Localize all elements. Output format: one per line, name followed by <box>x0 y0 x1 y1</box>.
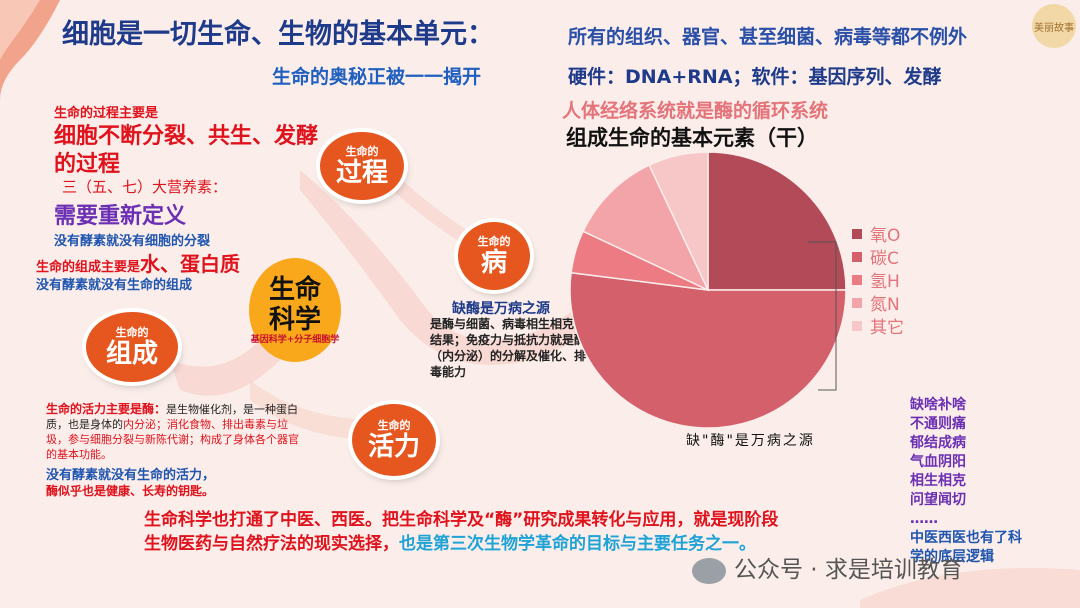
core-big-1: 生命 <box>268 274 321 305</box>
circle-composition: 生命的 组成 <box>86 312 178 382</box>
no-enzyme-cell: 没有酵素就没有细胞的分裂 <box>54 234 211 249</box>
pie-title-2: 组成生命的基本元素（干） <box>566 126 818 150</box>
side-list-item: …… <box>910 511 938 527</box>
side-list-item: 缺啥补啥 <box>910 397 966 413</box>
circle-disease-big: 病 <box>480 247 507 278</box>
legend-swatch <box>852 251 862 262</box>
vitality-prefix: 生命的活力主要是酶： <box>46 402 167 416</box>
hardware-software-line: 硬件：DNA+RNA；软件：基因序列、发酵 <box>568 66 942 88</box>
composition-line: 生命的组成主要是水、蛋白质 <box>36 248 240 277</box>
disease-heading: 缺酶是万病之源 <box>452 301 550 317</box>
bottom-statement: 生命科学也打通了中医、西医。把生命科学及“酶”研究成果转化与应用，就是现阶段生物… <box>144 508 784 556</box>
pie-title-1: 人体经络系统就是酶的循环系统 <box>562 100 829 122</box>
legend-swatch <box>852 297 862 308</box>
legend-label: 氢H <box>870 272 900 292</box>
legend-label: 其它 <box>870 318 904 338</box>
legend-label: 氮N <box>870 295 900 315</box>
watermark: 公众号 · 求是培训教育 <box>692 550 963 584</box>
legend-swatch <box>852 274 862 285</box>
elements-pie-chart <box>569 151 847 429</box>
vitality-no-enzyme: 没有酵素就没有生命的活力， <box>46 468 216 483</box>
circle-vitality-small: 生命的 <box>377 418 411 432</box>
process-main-1: 细胞不断分裂、共生、发酵 <box>54 124 319 149</box>
vitality-desc: 生命的活力主要是酶：是生物催化剂，是一种蛋白质，也是身体的内分泌；消化食物、排出… <box>46 402 308 462</box>
process-main-2: 的过程 <box>54 152 121 177</box>
side-list-footer: 中医西医也有了科学的底层逻辑 <box>910 530 1022 565</box>
circle-composition-small: 生命的 <box>115 325 149 339</box>
pie-slice-0 <box>707 151 847 291</box>
circle-process-big: 过程 <box>335 157 388 188</box>
nutrients-label: 三（五、七）大营养素： <box>62 178 228 196</box>
composition-prefix: 生命的组成主要是 <box>36 260 141 275</box>
side-list-item: 不通则痛 <box>910 416 966 432</box>
side-list-item: 问望闻切 <box>910 492 966 508</box>
side-list-item: 郁结成病 <box>910 435 966 451</box>
legend-item: 氮N <box>852 291 904 315</box>
circle-composition-big: 组成 <box>105 338 158 369</box>
vitality-desc-c: ；消化食物、排出毒素与垃圾，参与细胞分裂与新陈代谢；构成了身体各个器官的基本功能… <box>46 418 299 461</box>
core-big-2: 科学 <box>268 304 321 335</box>
legend-swatch <box>852 320 862 331</box>
legend-item: 氢H <box>852 268 904 292</box>
bottom-red-text: 生命科学也打通了中医、西医。把生命科学及“酶”研究成果转化与应用，就是现阶段生物… <box>144 510 779 554</box>
composition-main: 水、蛋白质 <box>140 252 241 276</box>
legend-label: 碳C <box>870 249 899 269</box>
core-small: 基因科学+分子细胞学 <box>250 334 340 345</box>
circle-disease-small: 生命的 <box>477 234 511 248</box>
process-intro: 生命的过程主要是 <box>54 106 159 121</box>
pie-slice-4 <box>648 151 709 291</box>
vitality-desc-a: 是生物催化剂，是一种蛋白质，也是身体的 <box>46 403 299 431</box>
watermark-text: 公众号 · 求是培训教育 <box>734 557 963 583</box>
stamp-logo: 美丽故事 <box>1032 4 1076 48</box>
legend-bracket <box>808 241 837 391</box>
legend-swatch <box>852 228 862 239</box>
circle-process: 生命的 过程 <box>320 132 404 200</box>
vitality-desc-b: 内分泌 <box>123 418 156 431</box>
page-subtitle: 所有的组织、器官、甚至细菌、病毒等都不例外 <box>568 26 968 48</box>
pie-slice-3 <box>582 164 710 292</box>
redefine-text: 需要重新定义 <box>54 204 187 229</box>
vitality-key: 酶似乎也是健康、长寿的钥匙。 <box>46 484 215 498</box>
legend-item: 碳C <box>852 245 904 269</box>
no-enzyme-composition: 没有酵素就没有生命的组成 <box>36 278 193 293</box>
disease-body: 是酶与细菌、病毒相生相克的结果；免疫力与抵抗力就是酶（内分泌）的分解及催化、排毒… <box>430 317 587 379</box>
tcm-side-list: 缺啥补啥不通则痛郁结成病气血阴阳相生相克问望闻切 …… 中医西医也有了科学的底层逻辑 <box>910 396 1030 567</box>
bottom-blue-text: 也是第三次生物学革命的目标与主要任务之一。 <box>399 534 756 554</box>
wechat-icon <box>692 557 726 584</box>
circle-vitality: 生命的 活力 <box>352 404 436 476</box>
mystery-line: 生命的奥秘正被一一揭开 <box>272 66 482 88</box>
side-list-item: 相生相克 <box>910 473 966 489</box>
circle-disease: 生命的 病 <box>458 222 530 290</box>
circle-vitality-big: 活力 <box>367 431 420 462</box>
legend-label: 氧O <box>870 226 901 246</box>
side-list-item: 气血阴阳 <box>910 454 966 470</box>
circle-process-small: 生命的 <box>345 144 379 158</box>
pie-legend: 氧O 碳C 氢H 氮N 其它 <box>852 222 904 338</box>
legend-item: 氧O <box>852 222 904 246</box>
core-life-science: 生命 科学 基因科学+分子细胞学 <box>249 258 341 362</box>
page-title: 细胞是一切生命、生物的基本单元： <box>62 19 494 50</box>
pie-slice-1 <box>569 271 847 429</box>
legend-item: 其它 <box>852 314 904 338</box>
pie-caption: 缺"酶"是万病之源 <box>686 433 815 449</box>
